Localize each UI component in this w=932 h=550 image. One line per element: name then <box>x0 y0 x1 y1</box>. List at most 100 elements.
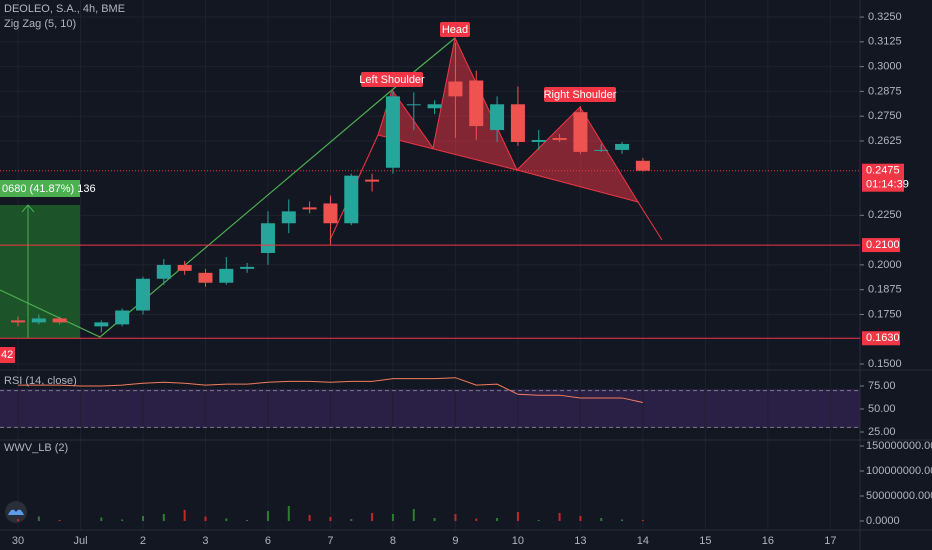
y-tick-label: 0.2750 <box>868 110 902 122</box>
volume-bar <box>621 519 624 521</box>
annotation-bg <box>544 87 616 102</box>
y-tick-label: 0.2000 <box>868 259 902 271</box>
candle-body <box>510 104 525 142</box>
last-price-label: 0.2475 <box>866 165 900 177</box>
candle-body <box>552 138 567 140</box>
candle-body <box>31 318 46 323</box>
volume-bar <box>579 516 582 521</box>
x-tick-label: 10 <box>512 535 524 547</box>
volume-bar <box>537 520 540 521</box>
head-shoulders-pattern <box>377 36 640 203</box>
level-label: 0.2100 <box>866 239 900 251</box>
candle-body <box>52 318 67 323</box>
volume-bar <box>412 509 415 521</box>
candle-body <box>448 81 463 97</box>
candle-body <box>177 264 192 271</box>
volume-bar <box>350 519 353 521</box>
volume-bar <box>600 518 603 521</box>
volume-tick-label: 50000000.0000 <box>866 490 932 502</box>
logo-shape <box>8 509 24 515</box>
y-tick-label: 0.1500 <box>868 358 902 370</box>
volume-bar <box>266 511 269 521</box>
volume-bar <box>225 518 228 521</box>
candle-body <box>11 320 25 323</box>
volume-bar <box>141 516 144 521</box>
indicator-label: Zig Zag (5, 10) <box>4 18 76 30</box>
volume-bar <box>162 514 165 521</box>
y-tick-label: 0.3250 <box>868 11 902 23</box>
candle-body <box>365 179 380 182</box>
volume-bar <box>246 520 249 521</box>
last-price-tag <box>862 163 904 192</box>
rsi-label: RSI (14, close) <box>4 375 77 387</box>
volume-bar <box>433 518 436 521</box>
candle-body <box>115 310 130 325</box>
x-tick-label: 13 <box>574 535 586 547</box>
rsi-tick-label: 75.00 <box>868 380 896 392</box>
candle-body <box>573 112 588 152</box>
candle-body <box>302 207 317 210</box>
x-tick-label: 30 <box>12 535 24 547</box>
volume-bar <box>121 519 124 521</box>
x-tick-label: 9 <box>452 535 458 547</box>
candle-body <box>260 223 275 253</box>
y-tick-label: 0.2250 <box>868 209 902 221</box>
candle-body <box>156 264 171 279</box>
x-tick-label: 14 <box>637 535 649 547</box>
level-tag <box>862 331 900 346</box>
candle-body <box>406 104 421 106</box>
x-tick-label: 2 <box>140 535 146 547</box>
candle-body <box>135 278 150 311</box>
position-label: 0680 (41.87%) 136 <box>2 183 96 195</box>
volume-bar <box>204 516 207 521</box>
candle-body <box>323 203 338 224</box>
volume-label: WWV_LB (2) <box>4 442 68 454</box>
x-tick-label: 7 <box>327 535 333 547</box>
volume-tick-label: 150000000.0000 <box>866 440 932 452</box>
zigzag <box>0 37 456 338</box>
volume-bar <box>475 518 478 521</box>
candle-body <box>427 104 442 109</box>
volume-bar <box>371 513 374 521</box>
candle-body <box>94 322 109 327</box>
x-tick-label: 8 <box>390 535 396 547</box>
candle-body <box>240 266 255 269</box>
position-box <box>0 205 80 338</box>
volume-bar <box>516 512 519 521</box>
y-tick-label: 0.1750 <box>868 308 902 320</box>
candle-body <box>385 96 400 168</box>
annotation: Right Shoulder <box>544 89 617 101</box>
candle-body <box>490 104 505 131</box>
rsi-line <box>18 377 644 404</box>
position-label-bg <box>0 180 80 197</box>
volume-tick-label: 0.0000 <box>866 515 900 527</box>
y-tick-label: 0.3000 <box>868 61 902 73</box>
volume-bar <box>287 506 290 521</box>
volume-bar <box>308 515 311 521</box>
volume-bar <box>391 514 394 521</box>
volume-bar <box>100 517 103 521</box>
rsi-band <box>0 389 860 428</box>
annotation: Left Shoulder <box>359 74 425 86</box>
volume-bar <box>37 516 40 521</box>
candle-body <box>344 175 359 224</box>
annotation-bg <box>361 72 423 87</box>
x-tick-label: 16 <box>762 535 774 547</box>
y-tick-label: 0.1875 <box>868 284 902 296</box>
x-tick-label: Jul <box>73 535 87 547</box>
candle-body <box>531 139 546 142</box>
volume-bar <box>558 513 561 521</box>
volume-bar <box>17 519 19 521</box>
candle-body <box>635 160 650 171</box>
candle-body <box>469 80 484 127</box>
candle-body <box>615 143 630 150</box>
x-tick-label: 6 <box>265 535 271 547</box>
y-tick-label: 0.3125 <box>868 36 902 48</box>
x-tick-label: 3 <box>202 535 208 547</box>
candle-body <box>198 272 213 283</box>
level-label: 0.1630 <box>866 332 900 344</box>
level-tag <box>862 238 900 253</box>
annotation: Head <box>442 24 468 36</box>
